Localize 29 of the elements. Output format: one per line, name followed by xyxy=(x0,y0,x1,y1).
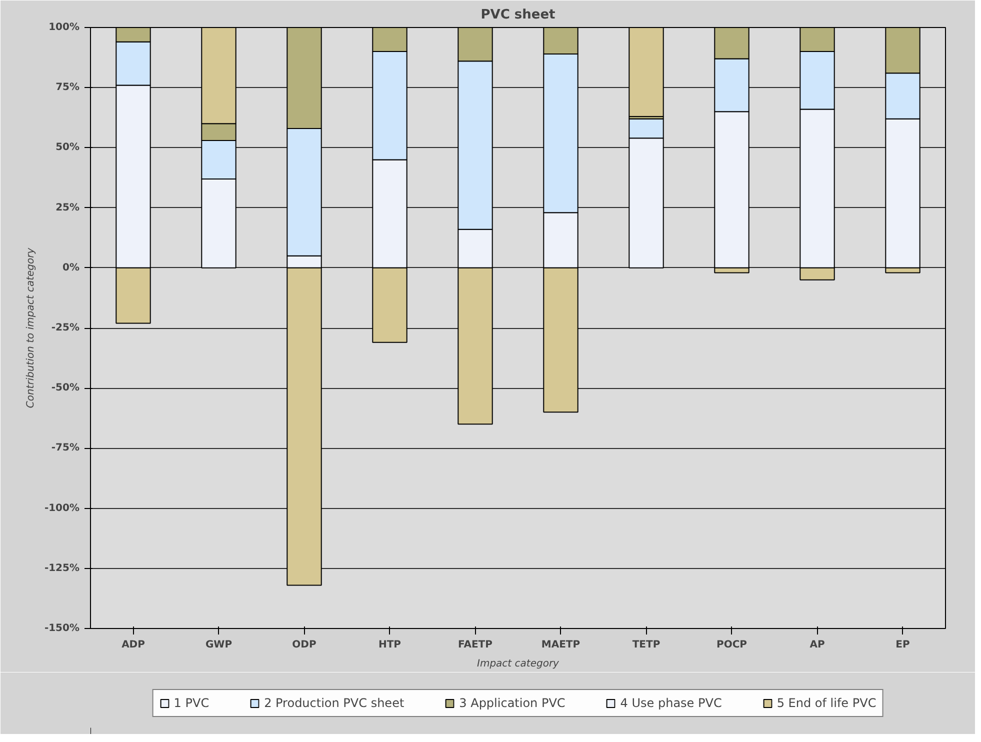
x-tick-label: GWP xyxy=(205,640,232,650)
y-tick-label: -25% xyxy=(51,322,80,334)
x-tick-label: MAETP xyxy=(541,640,580,650)
y-tick-label: -125% xyxy=(44,562,80,574)
y-tick-label: -100% xyxy=(44,502,80,514)
y-tick-label: 75% xyxy=(56,82,80,94)
x-tick-label: POCP xyxy=(716,640,747,650)
y-tick-label: 50% xyxy=(56,142,80,154)
legend-label: 2 Production PVC sheet xyxy=(264,696,404,710)
x-tick-label: EP xyxy=(896,640,910,650)
y-tick-label: -150% xyxy=(44,623,80,634)
chart-title: PVC sheet xyxy=(480,8,556,22)
legend-label: 3 Application PVC xyxy=(459,696,566,710)
legend-label: 5 End of life PVC xyxy=(776,696,876,710)
y-tick-label: -75% xyxy=(51,442,80,454)
x-tick-label: ADP xyxy=(122,640,145,650)
legend-label: 1 PVC xyxy=(174,696,210,710)
x-tick-label: FAETP xyxy=(458,640,492,650)
y-tick-label: -50% xyxy=(51,382,80,394)
x-tick-label: TETP xyxy=(632,640,660,650)
x-tick-label: ODP xyxy=(292,640,316,650)
x-tick-label: AP xyxy=(810,640,825,650)
y-tick-label: 100% xyxy=(48,22,80,33)
x-axis-title: Impact category xyxy=(477,658,560,670)
x-tick-label: HTP xyxy=(378,640,402,650)
y-tick-label: 25% xyxy=(56,202,80,214)
y-axis-title: Contribution to impact category xyxy=(25,246,36,408)
y-tick-label: 0% xyxy=(62,262,80,274)
legend-label: 4 Use phase PVC xyxy=(620,696,722,710)
